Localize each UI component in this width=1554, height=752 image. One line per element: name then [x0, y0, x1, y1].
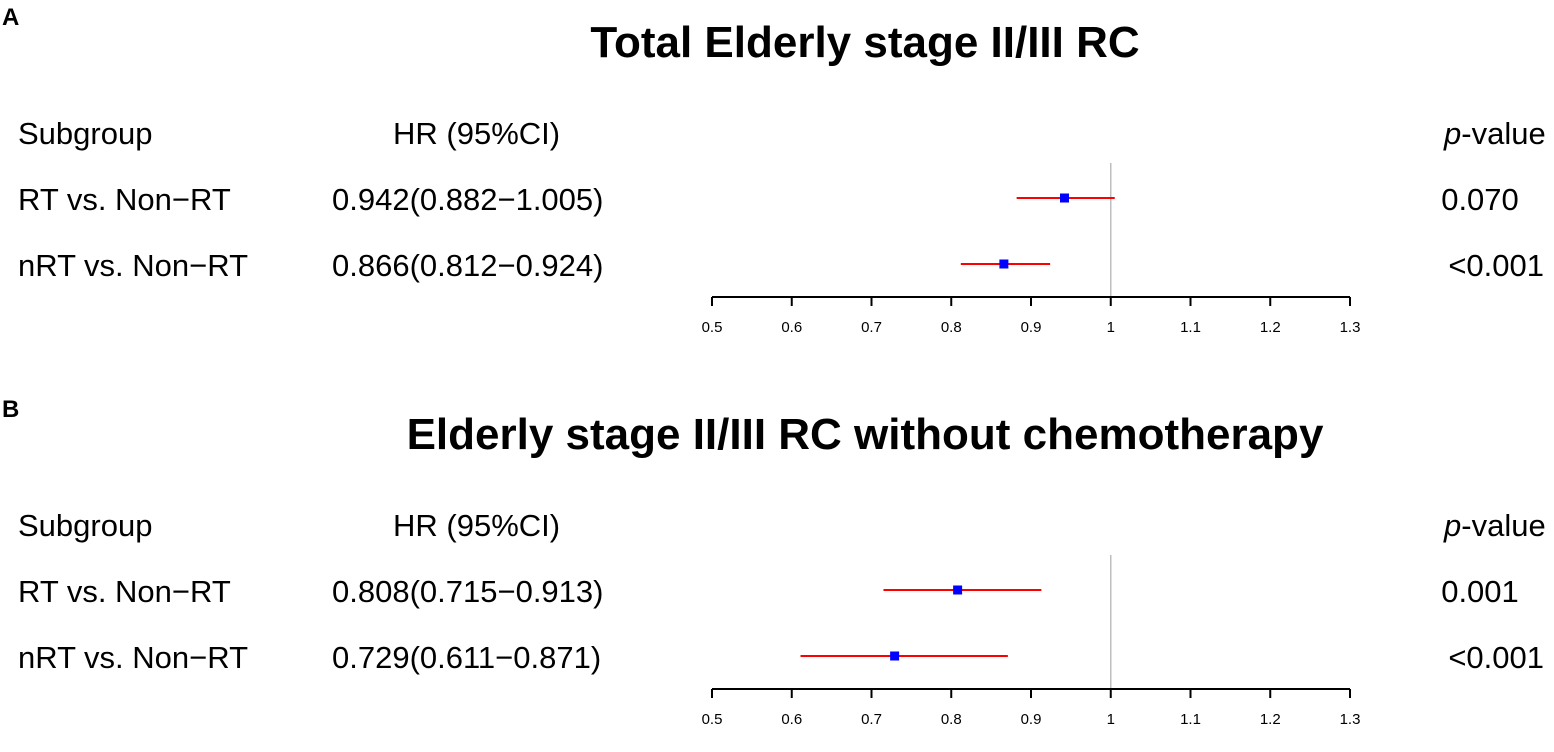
x-tick-label: 1	[1107, 711, 1115, 728]
hr-header: HR (95%CI)	[393, 116, 561, 151]
row-p-value: <0.001	[1448, 248, 1544, 283]
p-value-header: p-value	[1444, 116, 1546, 151]
x-tick-label: 0.8	[941, 319, 962, 336]
row-p-value: 0.070	[1441, 182, 1519, 217]
forest-plot-area: 0.5 0.6 0.7 0.8 0.9 1 1.1 1.2 1.3	[702, 555, 1361, 728]
x-tick-label: 0.6	[781, 319, 802, 336]
x-tick-label: 0.8	[941, 711, 962, 728]
hr-point	[890, 651, 900, 661]
x-tick-label: 1	[1107, 319, 1115, 336]
row-hr-ci: 0.808(0.715−0.913)	[332, 574, 604, 609]
row-label: RT vs. Non−RT	[18, 574, 231, 609]
x-tick-label: 1.2	[1260, 711, 1281, 728]
hr-point	[999, 259, 1009, 269]
hr-header: HR (95%CI)	[393, 508, 561, 543]
forest-panel-a: A Total Elderly stage II/III RC Subgroup…	[0, 0, 1554, 360]
x-tick-label: 1.3	[1340, 319, 1361, 336]
x-tick-label: 0.7	[861, 711, 882, 728]
row-hr-ci: 0.729(0.611−0.871)	[332, 640, 602, 675]
row-hr-ci: 0.866(0.812−0.924)	[332, 248, 604, 283]
panel-letter: B	[2, 396, 20, 423]
subgroup-header: Subgroup	[18, 116, 153, 151]
p-value-header: p-value	[1444, 508, 1546, 543]
x-tick-label: 0.6	[781, 711, 802, 728]
row-p-value: 0.001	[1441, 574, 1519, 609]
row-hr-ci: 0.942(0.882−1.005)	[332, 182, 604, 217]
x-tick-label: 0.5	[702, 319, 723, 336]
forest-plot-area: 0.5 0.6 0.7 0.8 0.9 1 1.1 1.2 1.3	[702, 163, 1361, 336]
panel-letter: A	[2, 4, 20, 31]
x-tick-label: 1.3	[1340, 711, 1361, 728]
chart-title: Elderly stage II/III RC without chemothe…	[406, 410, 1324, 459]
hr-point	[953, 585, 963, 595]
forest-panel-b: B Elderly stage II/III RC without chemot…	[0, 392, 1554, 752]
chart-title: Total Elderly stage II/III RC	[590, 18, 1140, 67]
row-label: RT vs. Non−RT	[18, 182, 231, 217]
subgroup-header: Subgroup	[18, 508, 153, 543]
row-p-value: <0.001	[1448, 640, 1544, 675]
x-tick-label: 0.7	[861, 319, 882, 336]
hr-point	[1059, 193, 1069, 203]
row-label: nRT vs. Non−RT	[18, 640, 249, 675]
x-tick-label: 1.2	[1260, 319, 1281, 336]
x-tick-label: 0.9	[1021, 711, 1042, 728]
x-tick-label: 1.1	[1180, 319, 1201, 336]
row-label: nRT vs. Non−RT	[18, 248, 249, 283]
x-tick-label: 0.9	[1021, 319, 1042, 336]
x-tick-label: 1.1	[1180, 711, 1201, 728]
x-tick-label: 0.5	[702, 711, 723, 728]
